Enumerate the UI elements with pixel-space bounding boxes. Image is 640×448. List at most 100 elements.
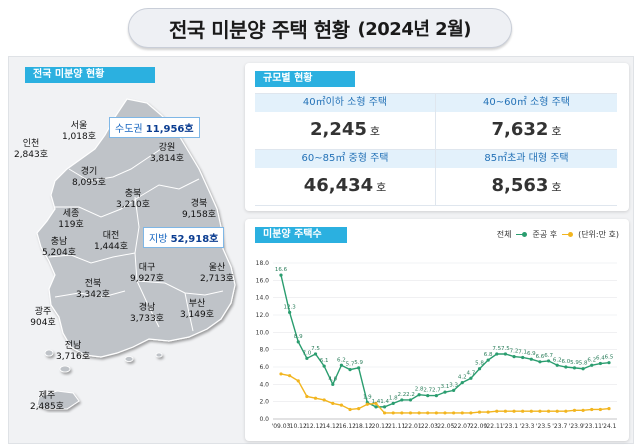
size-cell-number: 7,632 호 — [436, 119, 617, 140]
series-total-point — [313, 352, 318, 356]
size-unit: 호 — [551, 125, 562, 138]
series-total-point — [400, 398, 404, 402]
series-completed-point — [305, 394, 309, 399]
x-tick-label: '16.12 — [337, 423, 356, 430]
size-value: 7,632 — [491, 119, 549, 140]
y-tick-label: 12.0 — [256, 312, 270, 319]
series-completed-point — [486, 410, 490, 414]
legend-total-swatch — [516, 233, 527, 236]
region-value: 9,158호 — [181, 210, 217, 220]
region-name: 부산 — [188, 299, 206, 309]
region-value: 1,444호 — [93, 242, 129, 252]
data-label-total: 7.5 — [492, 346, 501, 352]
region-name: 광주 — [34, 307, 52, 317]
region-name: 전남 — [64, 341, 82, 351]
region-name: 경남 — [138, 303, 156, 313]
x-tick-label: '23.11 — [583, 423, 602, 430]
series-total-point — [460, 381, 464, 385]
series-total-point — [296, 340, 300, 344]
region-name: 경북 — [190, 199, 208, 209]
series-total-point — [348, 368, 352, 372]
region-value: 5,204호 — [41, 248, 77, 258]
region-value: 3,149호 — [179, 310, 215, 320]
region-name: 제주 — [38, 391, 56, 401]
region-jeonbuk: 전북 3,342호 — [73, 279, 113, 301]
data-label-total: 1.9 — [363, 395, 372, 401]
data-label-total: 7.5 — [311, 346, 320, 352]
chart-section-label: 미분양 주택수 — [255, 227, 347, 243]
series-completed-point — [564, 409, 568, 413]
series-completed-point — [607, 407, 611, 411]
size-value: 8,563 — [491, 175, 549, 196]
series-total-point — [538, 360, 542, 364]
x-tick-label: '23.5 — [536, 423, 551, 430]
y-tick-label: 2.0 — [259, 399, 269, 406]
series-total-point — [408, 398, 413, 402]
data-label-total: 7.1 — [518, 349, 527, 355]
region-name: 충북 — [124, 189, 142, 199]
data-label-total: 1.4 — [372, 399, 381, 405]
data-label-total: 7.5 — [501, 346, 510, 352]
data-label-total: 2.2 — [397, 392, 406, 398]
region-busan: 부산 3,149호 — [177, 299, 217, 321]
series-completed-point — [546, 409, 551, 413]
series-completed-point — [495, 409, 499, 413]
series-total-point — [546, 359, 551, 363]
region-incheon: 인천 2,843호 — [13, 139, 49, 161]
data-label-total: 1.4 — [380, 399, 389, 405]
mainland-shape — [36, 98, 236, 358]
callout-value: 11,956호 — [145, 124, 194, 135]
size-cell-header: 40~60㎡ 소형 주택 — [436, 94, 617, 112]
region-daegu: 대구 9,927호 — [127, 263, 167, 285]
x-tick-label: '22.03 — [419, 423, 438, 430]
series-total-point — [417, 393, 421, 397]
series-total-point — [305, 356, 309, 360]
series-completed-point — [590, 407, 594, 412]
chart-legend: 전체 준공 후 (단위:만 호) — [497, 229, 619, 240]
region-value: 904호 — [30, 318, 56, 328]
series-completed-point — [313, 396, 318, 400]
region-chungnam: 충남 5,204호 — [39, 237, 79, 259]
data-label-total: 6.5 — [605, 355, 614, 361]
series-total-point — [486, 358, 490, 362]
legend-total-dot — [522, 232, 528, 237]
x-tick-label: '09.03 — [272, 423, 291, 430]
series-total-point — [469, 376, 473, 380]
series-total-point — [288, 310, 292, 314]
y-tick-label: 14.0 — [256, 295, 270, 302]
region-value: 1,018호 — [61, 132, 97, 142]
region-value: 3,342호 — [75, 290, 111, 300]
series-total-point — [521, 355, 525, 360]
series-total-point — [555, 363, 559, 367]
size-unit: 호 — [551, 181, 562, 194]
size-cell-small-40: 40㎡이하 소형 주택 2,245 호 — [255, 94, 436, 150]
series-completed-point — [382, 411, 387, 415]
region-jeonnam: 전남 3,716호 — [53, 341, 93, 363]
region-value: 119호 — [58, 220, 84, 230]
series-total-point — [374, 405, 378, 409]
x-tick-label: '22.07 — [452, 423, 471, 430]
x-tick-label: '24.1 — [601, 423, 616, 430]
x-tick-label: '23.1 — [503, 423, 518, 430]
y-tick-label: 8.0 — [259, 347, 269, 354]
data-label-total: 7.2 — [510, 349, 519, 355]
size-cell-small-60: 40~60㎡ 소형 주택 7,632 호 — [436, 94, 617, 150]
korea-map — [36, 98, 236, 410]
capital-area-callout: 수도권 11,956호 — [109, 117, 200, 138]
data-label-total: 2.7 — [423, 388, 432, 394]
size-value: 2,245 — [309, 119, 367, 140]
series-completed-point — [417, 411, 421, 415]
region-value: 3,210호 — [115, 200, 151, 210]
data-label-total: 4.0 — [328, 376, 337, 382]
size-section-label: 규모별 현황 — [255, 71, 355, 87]
region-seoul: 서울 1,018호 — [61, 121, 97, 143]
data-label-total: 6.8 — [484, 352, 493, 358]
x-tick-label: '10.12 — [288, 423, 307, 430]
region-value: 9,927호 — [129, 274, 165, 284]
x-tick-label: '12.12 — [304, 423, 323, 430]
size-card: 규모별 현황 40㎡이하 소형 주택 2,245 호 40~60㎡ 소형 주택 7… — [245, 63, 629, 211]
series-completed-point — [538, 409, 542, 413]
series-total-point — [426, 394, 430, 398]
legend-completed-label: 준공 후 — [532, 230, 558, 239]
series-total-point — [443, 390, 447, 394]
